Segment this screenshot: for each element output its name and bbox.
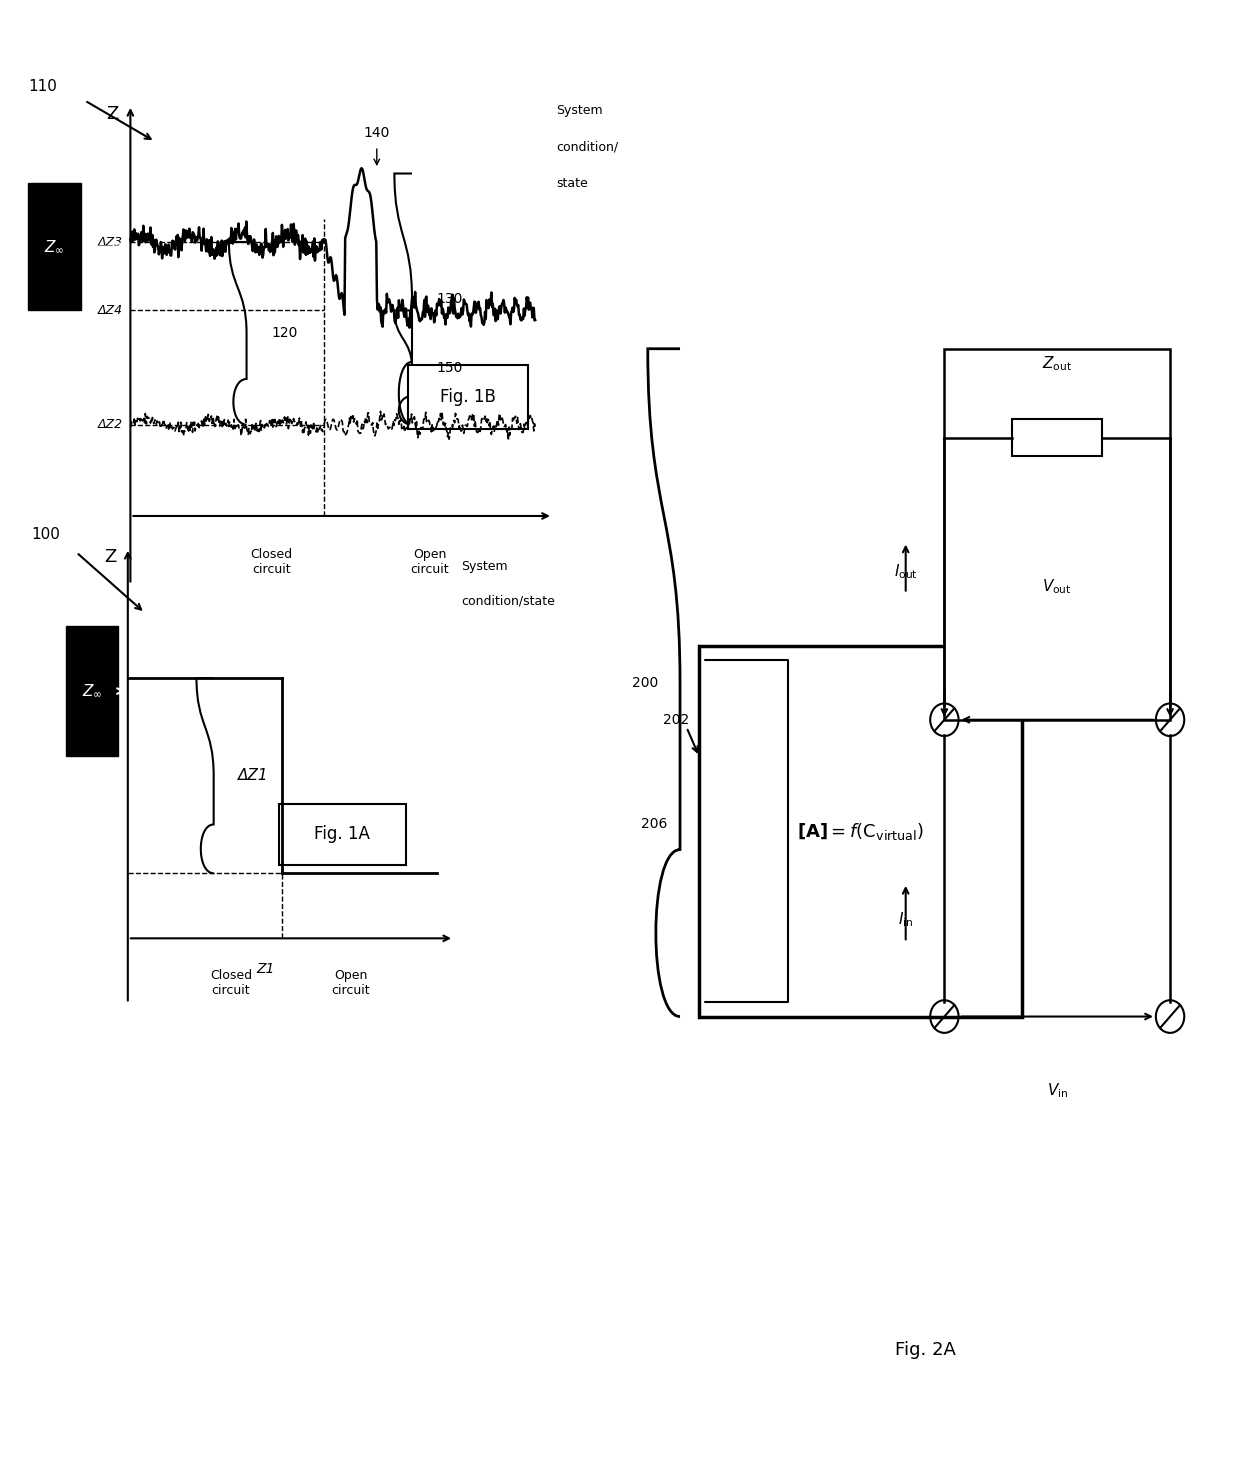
Text: condition/: condition/ [557, 141, 619, 154]
Text: Z1: Z1 [255, 962, 274, 975]
FancyBboxPatch shape [66, 626, 118, 757]
Text: 130: 130 [436, 292, 463, 306]
Text: $\mathbf{[A]}=\mathit{f}(\mathrm{C}_{\mathrm{virtual}})$: $\mathbf{[A]}=\mathit{f}(\mathrm{C}_{\ma… [797, 821, 924, 841]
Text: 110: 110 [29, 79, 57, 95]
Text: Open
circuit: Open circuit [410, 548, 449, 576]
Text: Z: Z [107, 105, 119, 123]
Text: 150: 150 [436, 361, 463, 374]
Text: $V_{\mathrm{in}}$: $V_{\mathrm{in}}$ [1047, 1082, 1068, 1100]
Text: Open
circuit: Open circuit [332, 969, 371, 997]
Text: Z: Z [104, 548, 117, 565]
FancyBboxPatch shape [408, 365, 528, 429]
Text: $I_{\mathrm{in}}$: $I_{\mathrm{in}}$ [898, 911, 914, 929]
Text: Fig. 2A: Fig. 2A [894, 1342, 956, 1359]
FancyBboxPatch shape [279, 804, 405, 865]
Text: Fig. 1A: Fig. 1A [315, 825, 371, 843]
Text: Closed
circuit: Closed circuit [250, 548, 293, 576]
Text: ΔZ3: ΔZ3 [98, 236, 123, 248]
FancyBboxPatch shape [29, 183, 81, 310]
Text: 202: 202 [663, 712, 689, 727]
Text: $Z_{\mathrm{out}}$: $Z_{\mathrm{out}}$ [1042, 355, 1073, 372]
Text: Fig. 1B: Fig. 1B [440, 389, 496, 407]
Text: $I_{\mathrm{out}}$: $I_{\mathrm{out}}$ [894, 562, 918, 580]
FancyBboxPatch shape [945, 349, 1171, 720]
FancyBboxPatch shape [699, 646, 1022, 1017]
Text: $Z_{\infty}$: $Z_{\infty}$ [45, 239, 64, 255]
FancyBboxPatch shape [1012, 418, 1102, 456]
Text: System: System [461, 559, 507, 573]
Text: ΔZ2: ΔZ2 [98, 418, 123, 432]
Text: System: System [557, 104, 603, 117]
Text: 100: 100 [32, 527, 61, 542]
Text: $V_{\mathrm{out}}$: $V_{\mathrm{out}}$ [1043, 577, 1073, 595]
Text: state: state [557, 177, 588, 190]
Text: 140: 140 [363, 126, 391, 139]
Text: condition/state: condition/state [461, 594, 554, 607]
Text: 200: 200 [631, 675, 658, 690]
Text: 206: 206 [641, 816, 667, 831]
Text: $Z_{\infty}$: $Z_{\infty}$ [82, 683, 102, 699]
Text: ΔZ1: ΔZ1 [238, 769, 268, 784]
Text: ΔZ4: ΔZ4 [98, 304, 123, 318]
Text: 120: 120 [272, 326, 298, 340]
Text: Closed
circuit: Closed circuit [210, 969, 252, 997]
